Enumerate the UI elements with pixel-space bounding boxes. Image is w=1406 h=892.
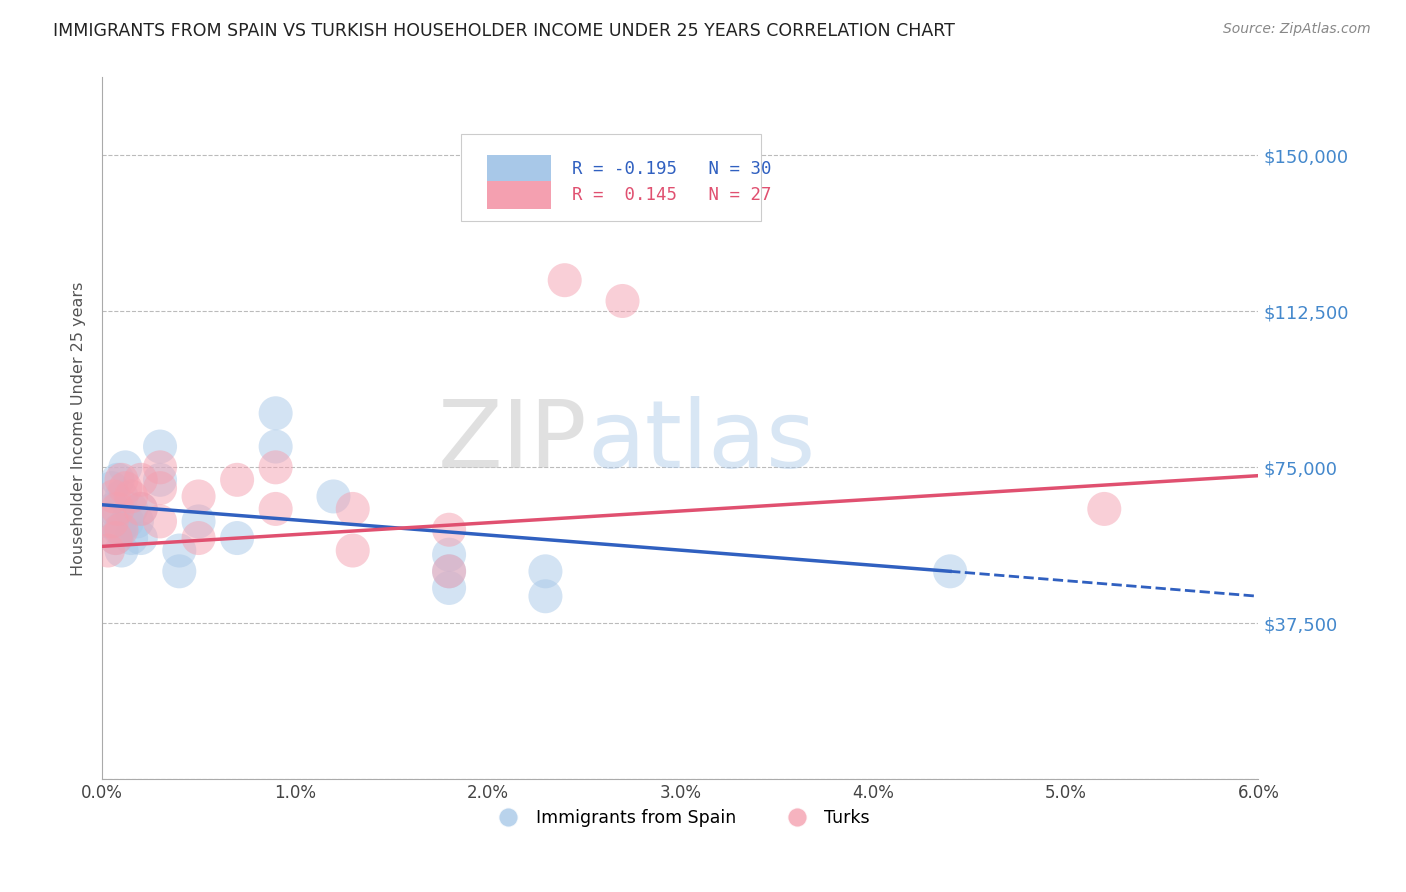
Point bbox=[97, 543, 120, 558]
Point bbox=[187, 531, 209, 545]
Point bbox=[97, 515, 120, 529]
Point bbox=[149, 460, 172, 475]
Point bbox=[437, 548, 460, 562]
Point bbox=[101, 515, 124, 529]
Point bbox=[226, 473, 249, 487]
Point bbox=[939, 564, 962, 578]
Point bbox=[264, 406, 287, 420]
Text: R =  0.145   N = 27: R = 0.145 N = 27 bbox=[572, 186, 770, 204]
Point bbox=[1092, 502, 1115, 516]
Point bbox=[108, 523, 131, 537]
Point bbox=[149, 515, 172, 529]
Point bbox=[149, 440, 172, 454]
Point bbox=[117, 515, 139, 529]
Y-axis label: Householder Income Under 25 years: Householder Income Under 25 years bbox=[72, 281, 86, 575]
Text: ZIP: ZIP bbox=[439, 396, 588, 489]
Point bbox=[103, 502, 125, 516]
Point bbox=[125, 515, 148, 529]
Point bbox=[129, 502, 152, 516]
Text: R = -0.195   N = 30: R = -0.195 N = 30 bbox=[572, 160, 770, 178]
Point bbox=[120, 502, 142, 516]
Point bbox=[129, 473, 152, 487]
Point bbox=[169, 543, 191, 558]
Point bbox=[114, 481, 136, 495]
Point bbox=[110, 490, 132, 504]
Point bbox=[187, 515, 209, 529]
Point bbox=[120, 490, 142, 504]
Point bbox=[107, 502, 129, 516]
Legend: Immigrants from Spain, Turks: Immigrants from Spain, Turks bbox=[484, 802, 877, 834]
Point bbox=[226, 531, 249, 545]
Text: IMMIGRANTS FROM SPAIN VS TURKISH HOUSEHOLDER INCOME UNDER 25 YEARS CORRELATION C: IMMIGRANTS FROM SPAIN VS TURKISH HOUSEHO… bbox=[53, 22, 955, 40]
FancyBboxPatch shape bbox=[461, 134, 761, 221]
Point bbox=[264, 460, 287, 475]
Point bbox=[104, 531, 127, 545]
Point bbox=[342, 502, 364, 516]
Point bbox=[149, 481, 172, 495]
Point bbox=[114, 460, 136, 475]
Point bbox=[149, 473, 172, 487]
Point bbox=[612, 293, 634, 308]
Point bbox=[264, 440, 287, 454]
FancyBboxPatch shape bbox=[488, 154, 551, 183]
Point bbox=[437, 523, 460, 537]
Point bbox=[534, 564, 557, 578]
Point bbox=[342, 543, 364, 558]
Point bbox=[101, 481, 124, 495]
Point bbox=[534, 589, 557, 603]
Point bbox=[727, 190, 749, 204]
Point bbox=[120, 531, 142, 545]
Point bbox=[129, 531, 152, 545]
Point bbox=[110, 473, 132, 487]
Point bbox=[107, 473, 129, 487]
Point bbox=[437, 564, 460, 578]
Text: Source: ZipAtlas.com: Source: ZipAtlas.com bbox=[1223, 22, 1371, 37]
FancyBboxPatch shape bbox=[488, 181, 551, 210]
Point bbox=[104, 531, 127, 545]
Point bbox=[187, 490, 209, 504]
Point bbox=[129, 502, 152, 516]
Point bbox=[554, 273, 576, 287]
Point bbox=[322, 490, 344, 504]
Point bbox=[169, 564, 191, 578]
Point bbox=[103, 490, 125, 504]
Text: atlas: atlas bbox=[588, 396, 815, 489]
Point bbox=[110, 523, 132, 537]
Point bbox=[437, 581, 460, 595]
Point bbox=[264, 502, 287, 516]
Point bbox=[110, 543, 132, 558]
Point bbox=[437, 564, 460, 578]
